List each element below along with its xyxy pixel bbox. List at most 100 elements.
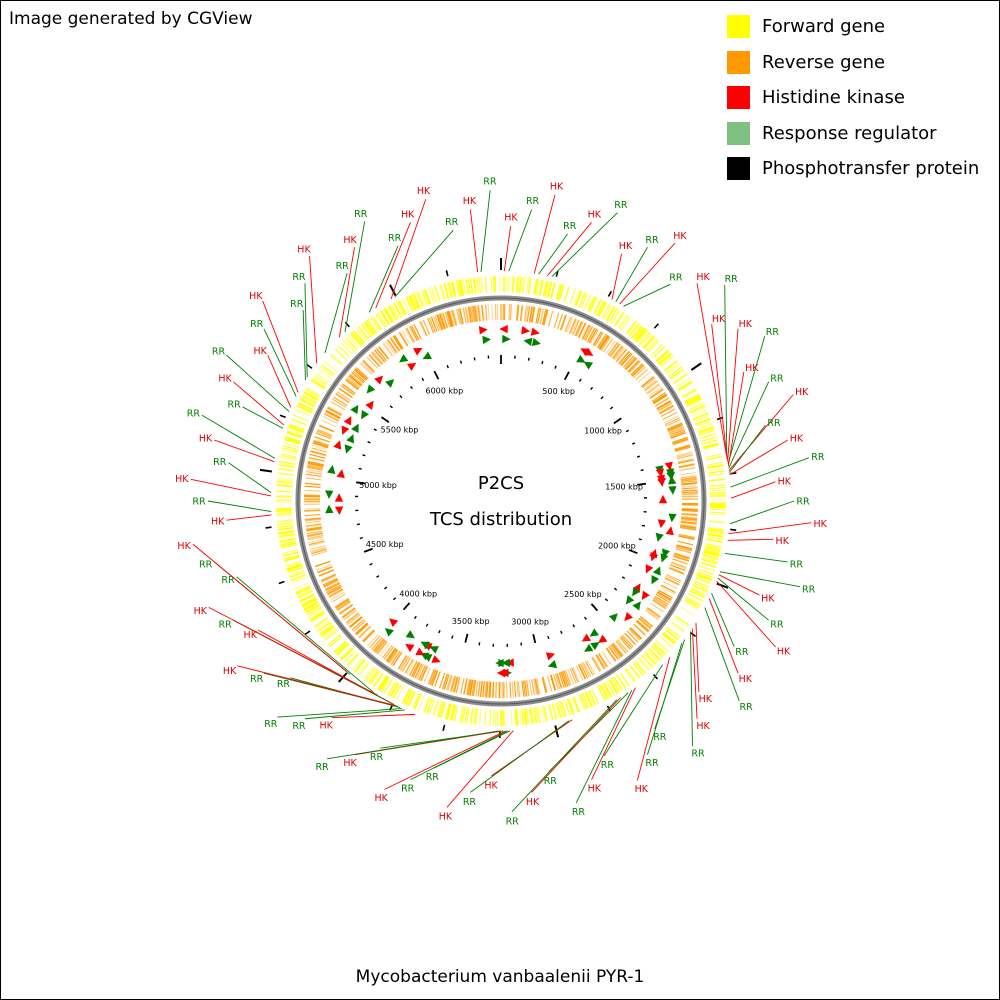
forward-gene [474, 708, 478, 725]
reverse-gene [553, 312, 560, 329]
inner-tick [384, 586, 388, 590]
forward-gene [556, 702, 562, 718]
forward-gene [398, 300, 407, 315]
reverse-gene [678, 533, 695, 539]
forward-gene-ring [275, 275, 726, 727]
reverse-gene [681, 508, 698, 510]
forward-gene [708, 478, 725, 481]
forward-gene [558, 284, 564, 301]
forward-gene [557, 284, 563, 301]
reverse-gene [325, 410, 341, 420]
reverse-gene [328, 405, 343, 415]
callout-line [647, 642, 683, 755]
feature-arrow [641, 590, 650, 600]
reverse-gene [362, 360, 375, 373]
reverse-gene [681, 516, 698, 520]
reverse-gene [367, 633, 379, 647]
forward-gene [629, 323, 641, 337]
callout-line [309, 255, 318, 364]
forward-gene [278, 531, 295, 536]
inner-tick [600, 396, 604, 400]
forward-gene [655, 349, 669, 362]
forward-gene [665, 629, 679, 641]
reverse-gene [326, 407, 342, 417]
reverse-gene [678, 463, 695, 468]
forward-gene [303, 601, 319, 611]
reverse-gene [667, 424, 684, 433]
forward-gene [480, 276, 484, 293]
reverse-gene [317, 565, 333, 573]
reverse-gene [398, 655, 408, 670]
reverse-gene [323, 579, 339, 588]
callout-line [344, 221, 366, 333]
forward-gene [392, 303, 402, 318]
reverse-gene [681, 513, 698, 516]
inner-tick [609, 406, 614, 410]
tick-label: 4500 kbp [366, 540, 404, 549]
forward-gene [319, 366, 334, 378]
reverse-gene [459, 308, 464, 325]
reverse-gene [649, 389, 664, 400]
feature-arrow [668, 486, 677, 495]
forward-gene [393, 684, 402, 699]
forward-gene [276, 508, 293, 510]
reverse-gene [681, 482, 698, 486]
forward-gene [367, 669, 379, 683]
legend-swatch-histidine-kinase [727, 86, 750, 110]
reverse-gene [415, 663, 424, 679]
feature-arrow [366, 384, 376, 394]
forward-gene [387, 681, 397, 696]
inner-tick-marks [355, 355, 647, 647]
reverse-gene [626, 630, 639, 643]
feature-arrow [415, 647, 425, 656]
forward-gene [702, 442, 719, 448]
reverse-gene [674, 553, 690, 559]
tick-label: 6000 kbp [426, 387, 464, 396]
reverse-gene [676, 544, 693, 550]
reverse-gene [304, 482, 321, 485]
reverse-gene [611, 345, 623, 359]
reverse-gene [654, 595, 669, 606]
reverse-gene [330, 591, 345, 601]
reverse-gene [349, 616, 363, 628]
callout-label: HK [218, 374, 232, 385]
forward-gene [563, 286, 570, 302]
forward-gene [588, 296, 597, 312]
forward-gene [346, 653, 359, 666]
forward-gene [310, 379, 325, 390]
reverse-gene [373, 639, 385, 653]
inner-tick [438, 630, 441, 634]
forward-gene [493, 276, 495, 293]
center-title: P2CS [478, 473, 524, 494]
reverse-gene [592, 331, 602, 346]
inner-tick [613, 587, 618, 591]
reverse-gene [324, 413, 340, 422]
reverse-gene [486, 681, 489, 698]
reverse-gene [536, 678, 541, 695]
tick-label: 500 kbp [542, 387, 575, 396]
forward-gene [556, 702, 562, 719]
forward-gene [696, 574, 712, 581]
reverse-gene [478, 305, 482, 322]
forward-gene [423, 289, 430, 305]
callout-label: HK [297, 244, 311, 255]
reverse-gene [305, 520, 322, 524]
forward-gene [666, 364, 681, 375]
reverse-gene [304, 517, 321, 521]
reverse-gene [625, 357, 637, 370]
forward-gene [417, 695, 425, 711]
forward-gene [535, 279, 540, 296]
reverse-gene [681, 492, 698, 495]
callout-label: HK [319, 720, 333, 731]
reverse-gene [439, 672, 446, 689]
forward-gene [343, 340, 356, 353]
reverse-gene [318, 424, 335, 432]
reverse-gene [441, 673, 448, 690]
reverse-gene [681, 510, 698, 512]
reverse-gene [383, 646, 395, 660]
forward-gene [364, 321, 375, 336]
reverse-gene [561, 671, 568, 687]
forward-gene [705, 544, 721, 550]
reverse-gene [523, 305, 528, 322]
forward-gene [613, 676, 624, 691]
